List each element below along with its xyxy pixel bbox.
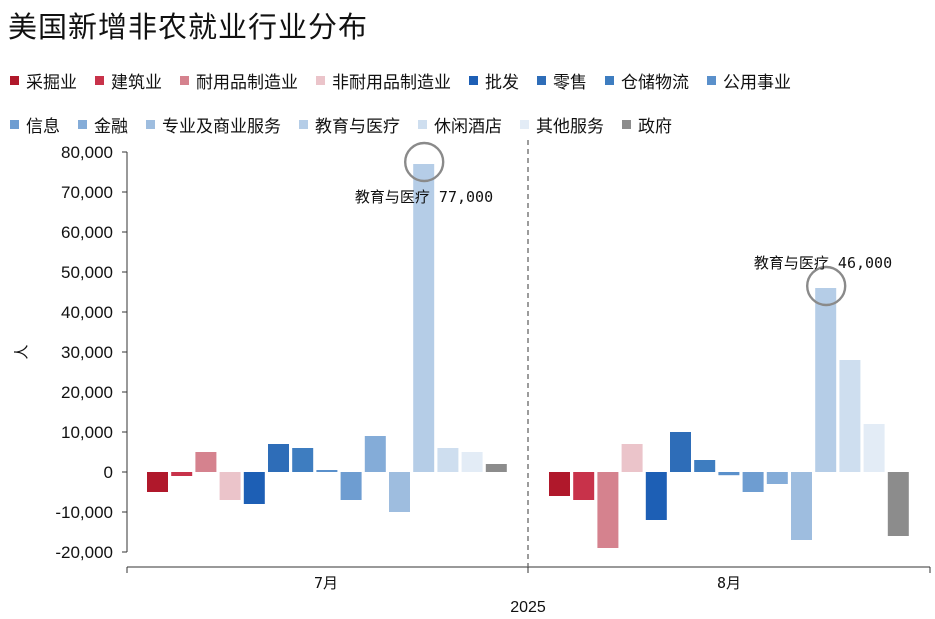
legend-item: 休闲酒店 xyxy=(418,112,502,137)
legend-swatch xyxy=(180,75,189,85)
bar xyxy=(791,472,812,540)
bar xyxy=(292,448,314,472)
legend-label: 采掘业 xyxy=(26,72,77,93)
legend-label: 建筑业 xyxy=(111,72,162,93)
legend-item: 建筑业 xyxy=(95,68,162,93)
y-tick-label: 0 xyxy=(104,463,113,482)
legend-swatch xyxy=(10,75,19,85)
legend: 采掘业 建筑业 耐用品制造业 非耐用品制造业 批发 零售 仓储物流 公用事业 信息 金融 专业及商… xyxy=(10,58,935,146)
legend-row: 信息 金融 专业及商业服务 教育与医疗 休闲酒店 其他服务 政府 xyxy=(10,102,935,146)
bar xyxy=(597,472,619,548)
bar xyxy=(243,472,265,504)
bar xyxy=(742,472,764,492)
annotation-label: 教育与医疗 46,000 xyxy=(754,254,892,272)
legend-swatch xyxy=(10,119,19,129)
legend-item: 教育与医疗 xyxy=(299,112,400,137)
legend-row: 采掘业 建筑业 耐用品制造业 非耐用品制造业 批发 零售 仓储物流 公用事业 xyxy=(10,58,935,102)
bar xyxy=(413,164,435,472)
legend-swatch xyxy=(316,75,325,85)
legend-swatch xyxy=(469,75,478,85)
legend-item: 仓储物流 xyxy=(605,68,689,93)
legend-item: 其他服务 xyxy=(520,112,604,137)
bar xyxy=(219,472,241,500)
legend-item: 专业及商业服务 xyxy=(146,112,281,137)
bar xyxy=(461,452,483,472)
legend-item: 公用事业 xyxy=(707,68,791,93)
bar xyxy=(863,424,885,472)
y-tick-label: 20,000 xyxy=(61,383,113,402)
y-tick-label: 40,000 xyxy=(61,303,113,322)
legend-label: 零售 xyxy=(553,72,587,93)
y-tick-label: 30,000 xyxy=(61,343,113,362)
bar xyxy=(389,472,410,512)
bar xyxy=(437,448,459,472)
bar xyxy=(573,472,595,500)
legend-swatch xyxy=(418,119,427,129)
bar xyxy=(694,460,716,472)
legend-label: 教育与医疗 xyxy=(315,116,400,137)
bar xyxy=(485,464,507,472)
legend-label: 非耐用品制造业 xyxy=(332,72,451,93)
x-category-label: 7月 xyxy=(314,574,338,592)
legend-item: 采掘业 xyxy=(10,68,77,93)
legend-item: 信息 xyxy=(10,112,60,137)
legend-swatch xyxy=(299,119,308,129)
chart-title: 美国新增非农就业行业分布 xyxy=(8,10,369,44)
bar xyxy=(171,472,193,476)
legend-swatch xyxy=(95,75,104,85)
bar xyxy=(268,444,289,472)
bar xyxy=(340,472,362,500)
bar xyxy=(718,472,740,476)
legend-item: 金融 xyxy=(78,112,128,137)
legend-swatch xyxy=(520,119,529,129)
legend-swatch xyxy=(537,75,546,85)
y-tick-label: 50,000 xyxy=(61,263,113,282)
y-tick-label: 80,000 xyxy=(61,143,113,162)
bar xyxy=(766,472,788,484)
bar xyxy=(839,360,861,472)
legend-item: 耐用品制造业 xyxy=(180,68,298,93)
x-axis-title: 2025 xyxy=(510,599,546,616)
legend-item: 批发 xyxy=(469,68,519,93)
y-tick-label: -20,000 xyxy=(55,543,113,562)
bar xyxy=(670,432,691,472)
bar xyxy=(195,452,217,472)
legend-item: 非耐用品制造业 xyxy=(316,68,451,93)
legend-label: 信息 xyxy=(26,116,60,137)
highlight-circle xyxy=(806,265,847,307)
legend-label: 专业及商业服务 xyxy=(162,116,281,137)
y-tick-label: 60,000 xyxy=(61,223,113,242)
legend-item: 政府 xyxy=(622,112,672,137)
legend-swatch xyxy=(605,75,614,85)
legend-swatch xyxy=(146,119,155,129)
legend-label: 其他服务 xyxy=(536,116,604,137)
legend-label: 公用事业 xyxy=(723,72,791,93)
x-category-label: 8月 xyxy=(717,574,741,592)
bar xyxy=(364,436,386,472)
bar xyxy=(147,472,168,492)
y-tick-label: 10,000 xyxy=(61,423,113,442)
bar xyxy=(621,444,643,472)
bar xyxy=(549,472,570,496)
bar xyxy=(316,470,338,472)
y-tick-label: 70,000 xyxy=(61,183,113,202)
legend-swatch xyxy=(78,119,87,129)
legend-label: 批发 xyxy=(485,72,519,93)
legend-swatch xyxy=(707,75,716,85)
y-tick-label: -10,000 xyxy=(55,503,113,522)
legend-item: 零售 xyxy=(537,68,587,93)
legend-label: 休闲酒店 xyxy=(434,116,502,137)
legend-label: 政府 xyxy=(638,116,672,137)
legend-swatch xyxy=(622,119,631,129)
legend-label: 耐用品制造业 xyxy=(196,72,298,93)
bar xyxy=(645,472,667,520)
bar xyxy=(815,288,837,472)
highlight-circle xyxy=(404,141,445,183)
legend-label: 仓储物流 xyxy=(621,72,689,93)
bar xyxy=(887,472,909,536)
y-axis-title: 人 xyxy=(13,344,31,359)
annotation-label: 教育与医疗 77,000 xyxy=(355,188,493,206)
legend-label: 金融 xyxy=(94,116,128,137)
